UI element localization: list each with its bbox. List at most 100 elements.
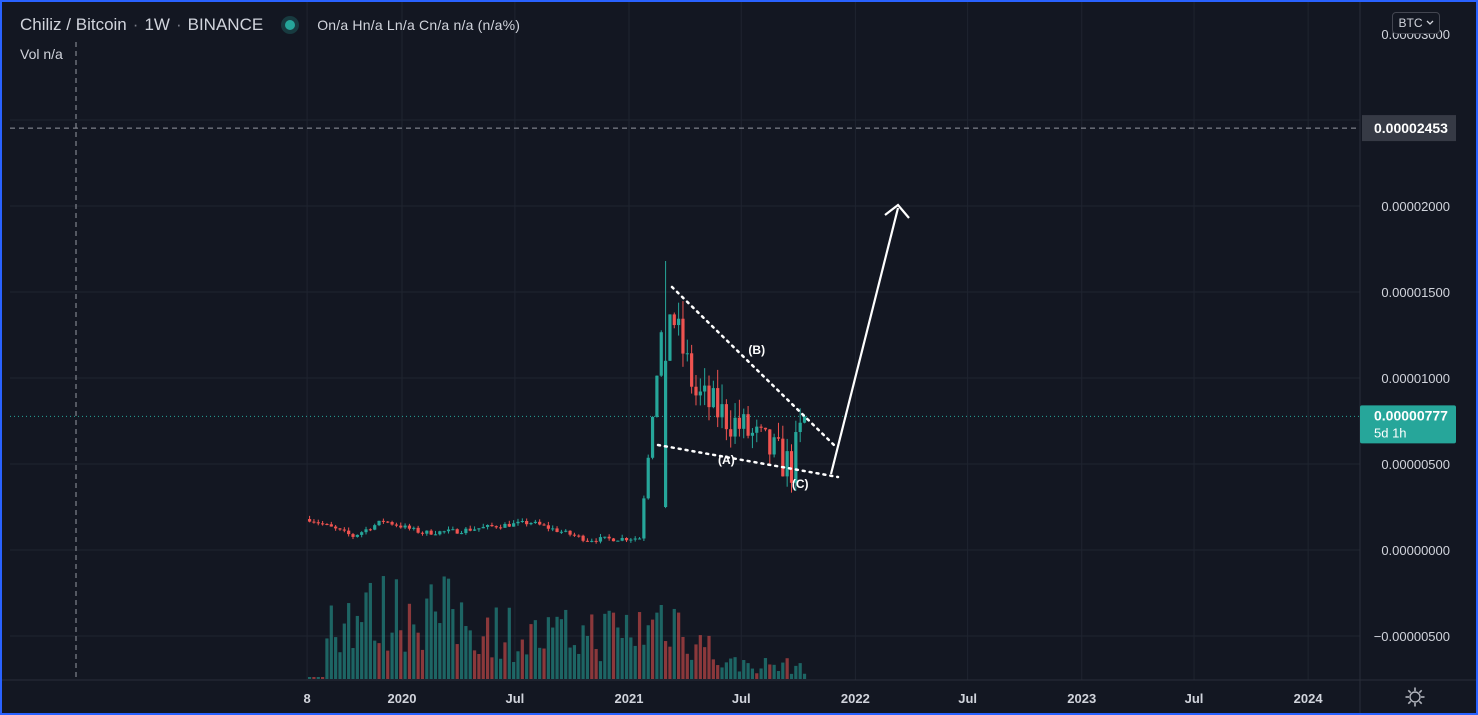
candle-body — [637, 538, 642, 540]
candle-body — [716, 388, 720, 418]
candle-body — [477, 528, 481, 530]
crosshair-price-label: 0.00002453 — [1374, 120, 1448, 136]
currency-button[interactable]: BTC — [1392, 12, 1440, 34]
volume-bar — [590, 614, 594, 679]
candle-body — [468, 528, 472, 531]
volume-bar — [412, 624, 416, 679]
volume-bar — [729, 658, 733, 679]
volume-bar — [555, 616, 559, 679]
candle-body — [368, 529, 372, 531]
candle-body — [386, 521, 390, 523]
volume-bar — [611, 612, 616, 679]
volume-bar — [685, 653, 689, 679]
volume-bar — [763, 658, 768, 679]
candle-body — [525, 520, 529, 525]
candle-body — [733, 417, 737, 437]
candle-body — [633, 538, 637, 540]
volume-bar — [776, 670, 781, 679]
candle-body — [390, 522, 394, 525]
candle-body — [776, 437, 781, 439]
volume-bar — [585, 635, 590, 679]
volume-bar — [516, 651, 520, 679]
candle-body — [668, 314, 672, 361]
candle-body — [577, 535, 581, 537]
candle-body — [724, 404, 728, 430]
candle-body — [446, 529, 451, 532]
x-tick-label: 2024 — [1294, 691, 1324, 706]
volume-bar — [681, 636, 685, 679]
candle-body — [672, 314, 676, 326]
x-tick-label: 2023 — [1067, 691, 1096, 706]
volume-bar — [481, 636, 485, 679]
candle-body — [750, 432, 755, 436]
volume-bar — [672, 608, 676, 679]
symbol-name[interactable]: Chiliz / Bitcoin — [20, 15, 127, 34]
volume-bar — [433, 611, 438, 679]
candle-body — [746, 414, 750, 436]
volume-bar — [655, 612, 659, 679]
volume-bar — [338, 652, 342, 679]
volume-bar — [307, 677, 312, 679]
x-tick-label: 2022 — [841, 691, 870, 706]
volume-bar — [325, 638, 329, 679]
candle-body — [321, 523, 325, 525]
candle-body — [559, 531, 563, 533]
volume-bar — [533, 620, 537, 679]
volume-bar — [459, 602, 464, 679]
candle-body — [781, 438, 785, 477]
volume-bar — [468, 630, 472, 679]
volume-bar — [464, 626, 468, 679]
candle-body — [442, 531, 446, 533]
candle-body — [342, 529, 346, 531]
candle-body — [650, 416, 655, 458]
ohlc-values: On/a Hn/a Ln/a Cn/a n/a (n/a%) — [317, 17, 521, 33]
candle-body — [794, 432, 798, 483]
volume-legend[interactable]: Vol n/a — [20, 46, 63, 62]
interval-label[interactable]: 1W — [144, 15, 170, 34]
candle-body — [438, 531, 442, 535]
candle-body — [768, 429, 772, 455]
x-tick-label: Jul — [732, 691, 751, 706]
volume-bar — [377, 643, 381, 679]
currency-label: BTC — [1398, 16, 1423, 30]
candle-body — [564, 530, 568, 532]
volume-bar — [711, 659, 715, 679]
x-tick-label: 2021 — [615, 691, 644, 706]
volume-bar — [390, 632, 394, 679]
candle-body — [542, 524, 546, 526]
candle-body — [455, 529, 459, 534]
y-tick-label: 0.00001500 — [1381, 285, 1450, 300]
candle-body — [763, 427, 768, 430]
candle-body — [360, 532, 364, 535]
volume-bar — [347, 603, 351, 679]
volume-bar — [798, 663, 802, 679]
settings-gear-icon[interactable] — [1404, 686, 1426, 708]
candles — [307, 261, 807, 544]
volume-bar — [559, 619, 563, 679]
volume-bar — [581, 625, 585, 679]
volume-bar — [663, 641, 668, 679]
volume-bar — [768, 664, 772, 679]
candle-body — [624, 537, 629, 541]
volume-bar — [624, 614, 629, 679]
candle-body — [499, 527, 503, 529]
candle-body — [364, 529, 368, 533]
last-price-label: 0.00000777 — [1374, 407, 1448, 423]
volume-bar — [394, 579, 399, 679]
volume-bar — [321, 677, 325, 679]
volume-bar — [551, 627, 555, 679]
candle-body — [481, 526, 485, 529]
candle-body — [433, 534, 438, 536]
candle-body — [312, 521, 316, 523]
volume-bars — [307, 576, 807, 679]
volume-bar — [425, 598, 429, 679]
candle-body — [707, 385, 711, 408]
candle-body — [416, 527, 420, 533]
candle-body — [755, 426, 759, 433]
volume-bar — [438, 623, 442, 679]
volume-bar — [503, 642, 507, 679]
candle-body — [399, 525, 403, 528]
